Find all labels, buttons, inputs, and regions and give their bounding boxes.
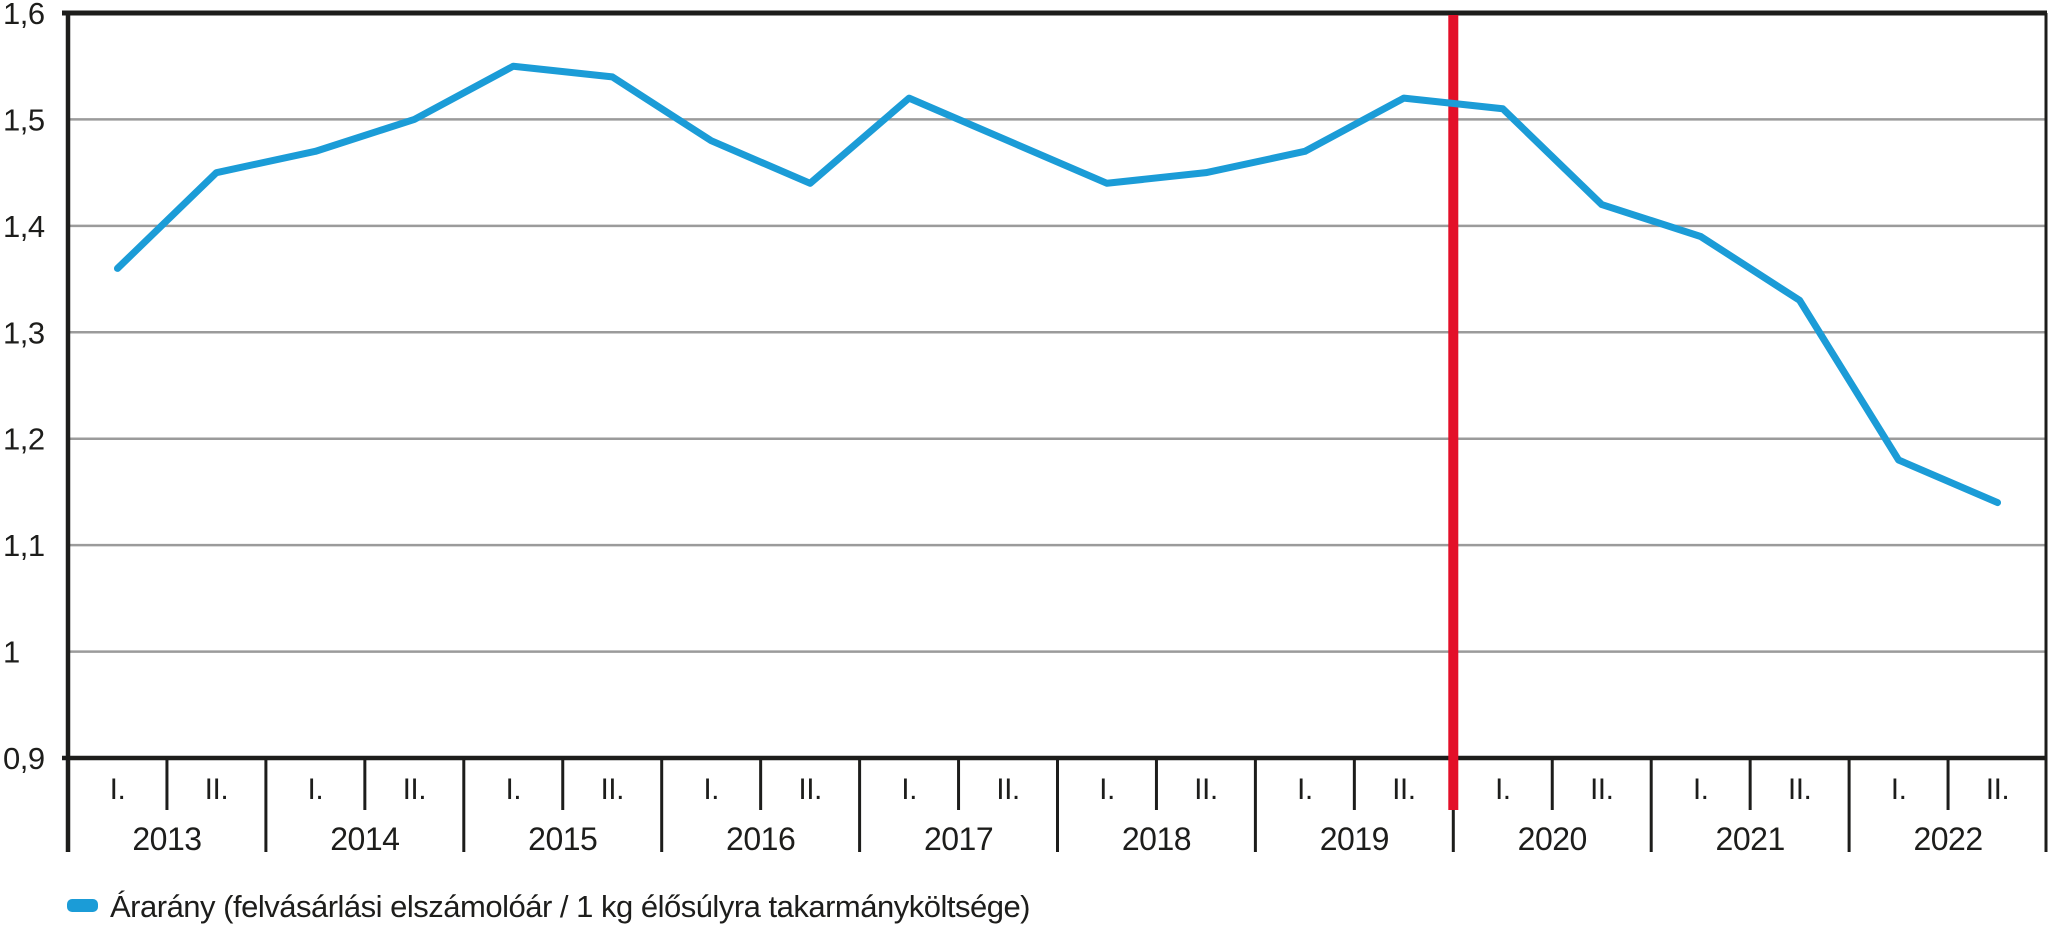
half-year-label: I. [1693,773,1709,806]
price-ratio-series-line [113,62,2002,507]
year-label: 2017 [924,821,993,857]
half-year-label: I. [1495,773,1511,806]
y-tick-label: 1 [3,635,20,670]
half-year-label: I. [1297,773,1313,806]
year-label: 2021 [1716,821,1785,857]
half-year-label: II. [798,773,822,806]
year-label: 2019 [1320,821,1389,857]
year-label: 2020 [1518,821,1587,857]
y-tick-label: 1,1 [3,528,45,563]
year-label: 2018 [1122,821,1191,857]
half-year-label: II. [1590,773,1614,806]
y-tick-label: 1,2 [3,422,45,457]
half-year-label: I. [1891,773,1907,806]
half-year-label: II. [996,773,1020,806]
half-year-label: II. [205,773,229,806]
half-year-label: II. [403,773,427,806]
legend-label: Árarány (felvásárlási elszámolóár / 1 kg… [110,889,1030,924]
y-tick-label: 1,5 [3,102,45,137]
y-tick-label: 0,9 [3,741,45,776]
year-label: 2015 [528,821,597,857]
legend-marker [67,899,98,912]
year-label: 2014 [330,821,399,857]
half-year-label: I. [505,773,521,806]
half-year-label: I. [1099,773,1115,806]
half-year-label: I. [703,773,719,806]
half-year-label: II. [1788,773,1812,806]
y-tick-label: 1,4 [3,209,45,244]
half-year-label: II. [1392,773,1416,806]
half-year-label: II. [600,773,624,806]
half-year-label: II. [1986,773,2010,806]
half-year-label: I. [110,773,126,806]
half-year-label: II. [1194,773,1218,806]
half-year-label: I. [901,773,917,806]
y-tick-label: 1,6 [3,0,45,31]
year-label: 2013 [132,821,201,857]
y-tick-label: 1,3 [3,315,45,350]
chart-plot-area: 1,6 1,5 1,4 1,3 1,2 1,1 1 0,9 I. II. I. II. I. II. I. I… [3,0,2048,857]
half-year-label: I. [308,773,324,806]
legend: Árarány (felvásárlási elszámolóár / 1 kg… [67,889,1031,924]
year-label: 2016 [726,821,795,857]
year-label: 2022 [1913,821,1982,857]
